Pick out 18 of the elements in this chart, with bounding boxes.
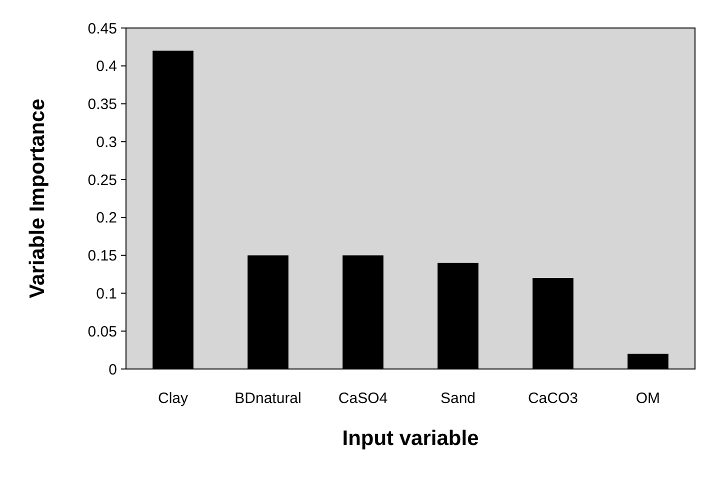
y-tick-label: 0.35 — [88, 96, 117, 114]
y-tick-label: 0.3 — [96, 134, 117, 151]
y-tick-label: 0.05 — [88, 323, 117, 340]
x-tick-label: BDnatural — [234, 390, 302, 407]
x-tick-label: CaSO4 — [338, 390, 388, 407]
x-tick-label: Sand — [440, 390, 476, 407]
x-tick-label: Clay — [158, 390, 189, 407]
y-tick-label: 0.4 — [96, 58, 117, 76]
y-tick-label: 0.45 — [88, 20, 117, 38]
y-tick-label: 0.25 — [88, 172, 117, 189]
x-tick-label: OM — [636, 390, 660, 407]
y-tick-label: 0 — [108, 361, 117, 378]
x-tick-label: CaCO3 — [528, 390, 578, 407]
y-tick-label: 0.1 — [96, 285, 117, 302]
x-axis-title: Input variable — [342, 427, 479, 450]
y-tick-label: 0.15 — [88, 248, 117, 265]
y-axis-title: Variable Importance — [26, 98, 49, 298]
y-tick-label: 0.2 — [96, 210, 117, 227]
